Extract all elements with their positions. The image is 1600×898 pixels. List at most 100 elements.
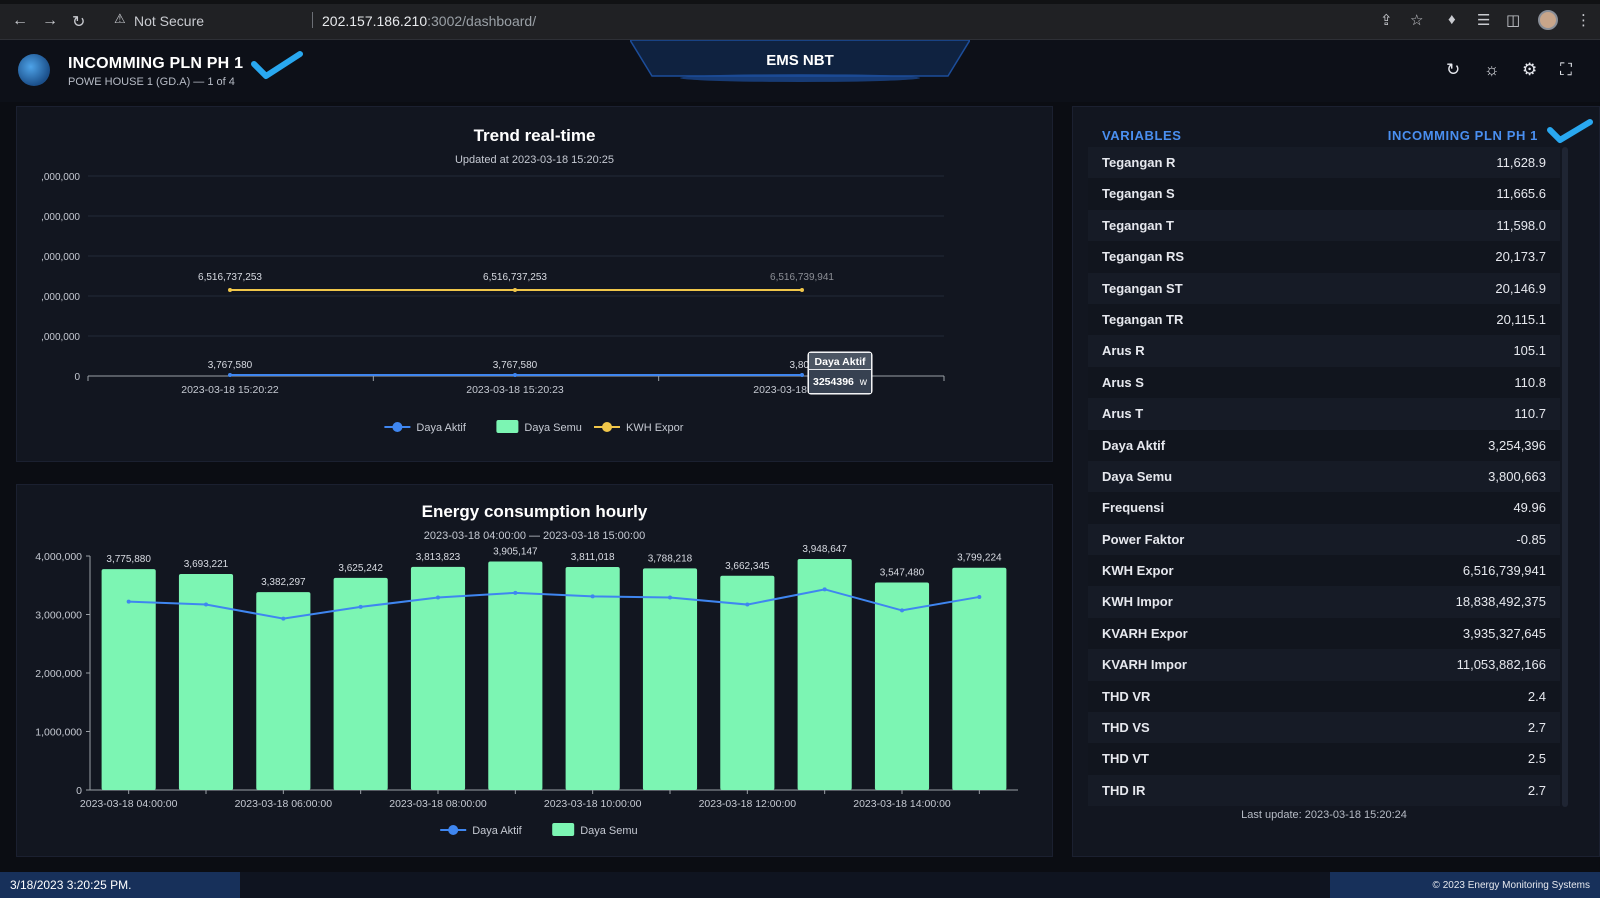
star-icon[interactable]: ☆ bbox=[1410, 12, 1424, 29]
bar bbox=[256, 592, 311, 790]
variable-name: Tegangan TR bbox=[1102, 311, 1184, 327]
variable-name: KWH Expor bbox=[1102, 563, 1174, 579]
brightness-icon[interactable]: ☼ bbox=[1484, 60, 1500, 79]
energy-title: Energy consumption hourly bbox=[421, 502, 648, 521]
variables-table: Tegangan R 11,628.9 Tegangan S 11,665.6 Tega… bbox=[1088, 147, 1560, 807]
bar-label: 3,775,880 bbox=[106, 554, 151, 565]
variable-row: THD VS 2.7 bbox=[1088, 712, 1560, 744]
variable-row: Power Faktor -0.85 bbox=[1088, 523, 1560, 556]
address-bar[interactable]: ⚠ Not Secure 202.157.186.210:3002/dashbo… bbox=[104, 7, 1424, 33]
variable-value: 20,115.1 bbox=[1496, 311, 1546, 327]
y-tick-label: 0 bbox=[74, 372, 80, 383]
variable-name: Arus R bbox=[1102, 343, 1145, 359]
variable-row: Daya Aktif 3,254,396 bbox=[1088, 429, 1560, 461]
variable-name: Power Faktor bbox=[1102, 531, 1185, 547]
bar-label: 3,382,297 bbox=[261, 577, 306, 588]
bar-label: 3,662,345 bbox=[725, 561, 770, 572]
url-text[interactable]: 202.157.186.210:3002/dashboard/ bbox=[322, 13, 537, 29]
footer-left-band bbox=[0, 872, 240, 898]
profile-avatar[interactable] bbox=[1538, 10, 1558, 30]
variable-name: Tegangan RS bbox=[1102, 249, 1185, 265]
page-subtitle[interactable]: POWE HOUSE 1 (GD.A) — 1 of 4 bbox=[68, 76, 235, 88]
kwh-expor-point bbox=[800, 288, 804, 292]
bar-label: 3,625,242 bbox=[338, 563, 383, 574]
data-label: 6,516,737,253 bbox=[198, 272, 262, 283]
daya-aktif-point bbox=[358, 604, 363, 609]
variables-heading: VARIABLES bbox=[1102, 128, 1182, 143]
variable-name: Daya Aktif bbox=[1102, 437, 1166, 453]
bar bbox=[720, 575, 775, 790]
y-tick-label: 2,000,000 bbox=[35, 668, 82, 680]
bar bbox=[874, 582, 930, 790]
y-tick-label: ,000,000 bbox=[41, 212, 80, 223]
footer-datetime: 3/18/2023 3:20:25 PM. bbox=[10, 878, 132, 892]
trend-chart[interactable]: ,000,000 ,000,000 ,000,000 ,000,000 ,000,000… bbox=[16, 106, 1053, 462]
variable-name: THD IR bbox=[1102, 782, 1146, 798]
data-label: 3,767,580 bbox=[208, 360, 253, 371]
variable-row: Tegangan TR 20,115.1 bbox=[1088, 303, 1560, 336]
omnibox-divider bbox=[312, 12, 313, 28]
legend-marker bbox=[602, 422, 612, 432]
legend-marker bbox=[448, 825, 459, 835]
reload-icon[interactable]: ↻ bbox=[72, 14, 86, 31]
daya-aktif-point bbox=[228, 373, 232, 377]
energy-chart[interactable]: 4,000,000 3,000,000 2,000,000 1,000,000 0 3,7… bbox=[16, 484, 1053, 857]
variable-name: Arus S bbox=[1102, 374, 1144, 390]
app-logo bbox=[18, 54, 50, 86]
variable-value: 3,800,663 bbox=[1488, 468, 1546, 484]
variable-value: 11,628.9 bbox=[1496, 155, 1546, 170]
reading-list-icon[interactable]: ☰ bbox=[1477, 12, 1491, 29]
variable-name: KVARH Impor bbox=[1102, 657, 1187, 673]
bar bbox=[178, 573, 234, 790]
y-tick-label: 3,000,000 bbox=[35, 610, 82, 622]
x-tick-label: 2023-03-18 06:00:00 bbox=[235, 798, 333, 810]
back-icon[interactable]: ← bbox=[12, 12, 28, 29]
bar bbox=[565, 567, 620, 790]
variable-name: KVARH Expor bbox=[1102, 625, 1188, 641]
variable-name: Frequensi bbox=[1102, 500, 1165, 516]
variable-row: Tegangan S 11,665.6 bbox=[1088, 178, 1560, 210]
y-tick-label: 1,000,000 bbox=[35, 727, 82, 739]
variable-value: 2.5 bbox=[1527, 751, 1546, 767]
check-mark-icon bbox=[251, 51, 303, 79]
tooltip: Daya Aktif 3254396 w bbox=[807, 351, 873, 395]
daya-aktif-point bbox=[126, 599, 131, 604]
legend-swatch bbox=[552, 823, 575, 836]
gear-icon[interactable]: ⚙ bbox=[1522, 60, 1538, 79]
app-name: EMS NBT bbox=[766, 52, 834, 69]
energy-range: 2023-03-18 04:00:00 — 2023-03-18 15:00:0… bbox=[423, 530, 646, 542]
data-label: 6,516,737,253 bbox=[483, 272, 547, 283]
x-tick-label: 2023-03-18 15:20:23 bbox=[466, 384, 564, 396]
variable-name: Arus T bbox=[1102, 406, 1144, 422]
legend-label: Daya Aktif bbox=[416, 422, 466, 434]
page-title: INCOMMING PLN PH 1 bbox=[68, 55, 244, 72]
variable-row: THD IR 2.7 bbox=[1088, 774, 1560, 807]
bar bbox=[952, 567, 1007, 790]
extensions-icon[interactable]: ♦ bbox=[1448, 11, 1456, 28]
daya-aktif-point bbox=[822, 587, 827, 592]
daya-aktif-point bbox=[436, 595, 440, 600]
refresh-icon[interactable]: ↻ bbox=[1446, 60, 1461, 79]
side-panel-icon[interactable]: ◫ bbox=[1506, 12, 1521, 29]
variable-value: 6,516,739,941 bbox=[1462, 563, 1546, 579]
variables-scrollbar[interactable] bbox=[1562, 147, 1568, 807]
menu-icon[interactable]: ⋮ bbox=[1576, 12, 1591, 29]
tooltip-header bbox=[809, 353, 871, 369]
daya-aktif-point bbox=[668, 595, 672, 600]
variable-name: Daya Semu bbox=[1102, 468, 1173, 484]
security-label: Not Secure bbox=[134, 13, 205, 29]
y-tick-label: ,000,000 bbox=[41, 332, 80, 343]
bar-label: 3,948,647 bbox=[802, 544, 847, 555]
data-label: 3,767,580 bbox=[493, 360, 538, 371]
variable-name: THD VR bbox=[1102, 688, 1151, 704]
variable-row: THD VT 2.5 bbox=[1088, 743, 1560, 775]
bar-label: 3,905,147 bbox=[493, 547, 538, 558]
share-icon[interactable]: ⇪ bbox=[1380, 12, 1393, 29]
data-label: 3,800 bbox=[789, 360, 814, 371]
daya-aktif-point bbox=[513, 590, 518, 595]
fullscreen-icon[interactable]: ⛶ bbox=[1560, 60, 1572, 79]
bar-label: 3,813,823 bbox=[416, 552, 461, 563]
daya-aktif-point bbox=[977, 594, 982, 599]
variables-source-heading: INCOMMING PLN PH 1 bbox=[1387, 128, 1538, 143]
forward-icon[interactable]: → bbox=[42, 12, 58, 29]
